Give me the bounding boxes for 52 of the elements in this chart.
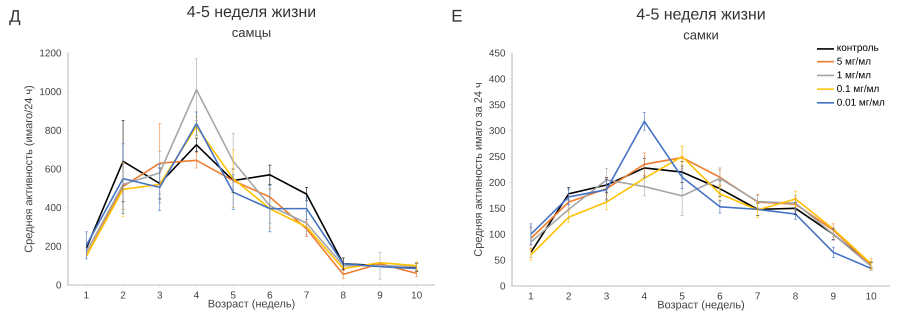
y-tick-label: 50 [494,256,506,264]
y-tick-label: 100 [490,230,506,238]
x-tick-label: 7 [755,292,760,300]
chart-subtitle: самки [684,32,718,40]
y-tick-label: 400 [489,75,506,82]
y-tick-label: 250 [489,153,506,160]
x-axis-title: Возраст (недель) [658,300,744,311]
y-tick-label: 400 [45,204,62,212]
x-tick-label: 6 [718,292,722,300]
x-tick-label: 4 [194,292,199,298]
x-tick-label: 7 [304,292,309,298]
x-tick-label: 1 [528,292,534,300]
x-tick-label: 3 [157,292,162,299]
legend-label: 0.01 мг/мл [837,98,884,106]
x-tick-label: 2 [120,292,126,298]
x-tick-label: 8 [793,292,798,300]
text: Е [452,10,462,22]
text: Д [9,10,20,26]
x-tick-label: 9 [831,292,836,300]
y-tick-label: 450 [489,49,506,57]
legend-label: контроль [837,46,878,53]
y-tick-label: 350 [489,101,506,108]
x-tick-label: 2 [566,292,571,300]
x-tick-label: 10 [412,292,422,299]
chart-title: 4-5 неделя жизни [187,6,316,20]
y-tick-label: 200 [489,178,506,186]
x-axis-title: Возраст (недель) [208,299,295,310]
x-tick-label: 6 [268,292,272,299]
y-tick-label: 1200 [40,49,62,57]
y-tick-label: 1000 [40,88,62,96]
x-tick-label: 9 [378,292,382,299]
x-tick-label: 1 [84,292,89,298]
y-tick-label: 600 [45,165,62,173]
x-tick-label: 5 [230,292,236,298]
legend-label: 0.1 мг/мл [837,84,879,92]
y-axis-title: Средняя активность имаго за 24 ч [474,83,484,256]
y-tick-label: 800 [45,126,62,134]
y-axis-title: Средняя активность (имаго/24 ч) [24,86,34,252]
y-tick-label: 0 [56,281,62,289]
y-tick-label: 150 [490,204,506,212]
x-tick-label: 4 [642,292,647,300]
y-tick-label: 0 [500,282,506,290]
chart-subtitle: самцы [232,30,270,40]
legend-label: 5 мг/мл [837,57,870,65]
x-tick-label: 3 [604,292,609,300]
legend-label: 1 мг/мл [838,71,870,78]
y-tick-label: 200 [45,242,62,250]
chart-title: 4-5 неделя жизни [636,8,765,23]
y-tick-label: 300 [489,127,506,134]
x-tick-label: 8 [340,292,346,299]
x-tick-label: 10 [866,292,876,300]
x-tick-label: 5 [680,292,684,300]
